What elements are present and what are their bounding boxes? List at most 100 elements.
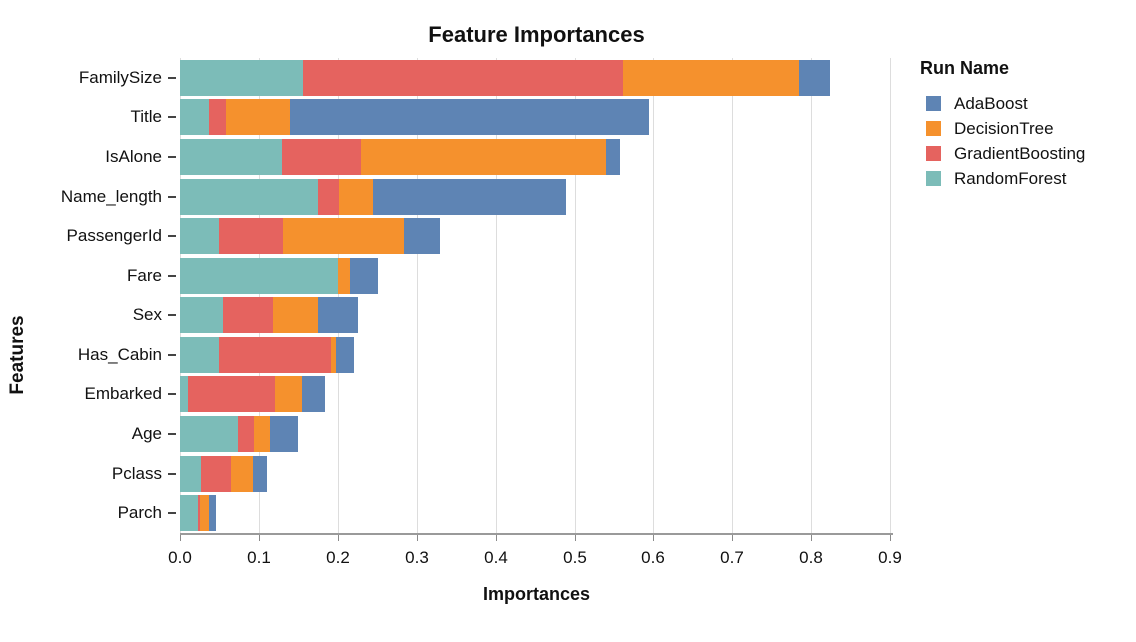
x-tick-label: 0.4: [484, 548, 508, 567]
bar-segment-AdaBoost: [606, 138, 621, 175]
bar-segment-AdaBoost: [253, 455, 267, 492]
bar-segment-AdaBoost: [350, 257, 379, 294]
y-tick: [168, 274, 176, 277]
gridline: [259, 58, 260, 533]
legend-item-RandomForest: RandomForest: [920, 166, 1130, 191]
y-tick-label: FamilySize: [78, 67, 162, 87]
x-tick-label: 0.0: [168, 548, 192, 567]
y-tick: [168, 155, 176, 158]
x-tick-label: 0.8: [799, 548, 823, 567]
bar-segment-GradientBoosting: [209, 99, 226, 136]
y-tick: [168, 235, 176, 238]
bar-segment-RandomForest: [180, 297, 223, 334]
x-tick: [890, 535, 891, 541]
legend-swatch: [926, 171, 941, 186]
bar-segment-GradientBoosting: [222, 297, 274, 334]
bar-segment-RandomForest: [180, 99, 210, 136]
bar-segment-DecisionTree: [282, 218, 405, 255]
x-tick-label: 0.7: [720, 548, 744, 567]
gridline: [180, 58, 181, 533]
y-tick: [168, 314, 176, 317]
bar-segment-RandomForest: [180, 138, 282, 175]
y-tick-label: Fare: [127, 265, 162, 285]
x-tick: [417, 535, 418, 541]
x-tick: [180, 535, 181, 541]
legend-item-DecisionTree: DecisionTree: [920, 116, 1130, 141]
bar-segment-GradientBoosting: [187, 376, 275, 413]
legend-item-GradientBoosting: GradientBoosting: [920, 141, 1130, 166]
y-tick-label: IsAlone: [105, 146, 162, 166]
y-tick-label: Age: [131, 424, 162, 444]
bar-segment-DecisionTree: [274, 376, 303, 413]
y-tick-label: Title: [130, 107, 163, 127]
bar-segment-DecisionTree: [225, 99, 291, 136]
legend-items: AdaBoost DecisionTree GradientBoosting Rand…: [920, 91, 1130, 191]
bar-segment-AdaBoost: [336, 336, 354, 373]
x-tick-label: 0.5: [563, 548, 587, 567]
bar-segment-DecisionTree: [361, 138, 607, 175]
bar-segment-DecisionTree: [622, 59, 800, 96]
x-tick: [259, 535, 260, 541]
x-axis-domain-line: [180, 533, 893, 535]
gridline: [575, 58, 576, 533]
bar-segment-GradientBoosting: [318, 178, 339, 215]
bar-segment-RandomForest: [180, 416, 238, 453]
legend-item-AdaBoost: AdaBoost: [920, 91, 1130, 116]
y-tick: [168, 512, 176, 515]
bar-segment-AdaBoost: [404, 218, 440, 255]
legend-swatch: [926, 121, 941, 136]
legend-title: Run Name: [920, 58, 1010, 78]
legend-swatch: [926, 96, 941, 111]
x-tick-label: 0.9: [878, 548, 902, 567]
gridline: [417, 58, 418, 533]
bar-segment-DecisionTree: [231, 455, 254, 492]
plot-area: [180, 58, 893, 533]
x-tick: [575, 535, 576, 541]
x-tick: [496, 535, 497, 541]
gridline: [732, 58, 733, 533]
bar-segment-AdaBoost: [302, 376, 326, 413]
y-tick: [168, 353, 176, 356]
x-tick: [338, 535, 339, 541]
bar-segment-RandomForest: [180, 455, 202, 492]
bar-segment-GradientBoosting: [281, 138, 362, 175]
x-tick-label: 0.3: [405, 548, 429, 567]
legend-swatch: [926, 146, 941, 161]
gridline: [653, 58, 654, 533]
bar-segment-DecisionTree: [338, 178, 373, 215]
bar-segment-AdaBoost: [269, 416, 298, 453]
bar-segment-RandomForest: [180, 336, 219, 373]
bar-segment-GradientBoosting: [237, 416, 255, 453]
y-tick: [168, 116, 176, 119]
y-tick: [168, 195, 176, 198]
bar-segment-DecisionTree: [337, 257, 351, 294]
chart-title: Feature Importances: [428, 22, 645, 47]
bar-segment-GradientBoosting: [201, 455, 232, 492]
gridline: [496, 58, 497, 533]
gridline: [811, 58, 812, 533]
bar-segment-AdaBoost: [372, 178, 566, 215]
bar-segment-RandomForest: [180, 495, 199, 532]
y-tick-label: PassengerId: [66, 226, 162, 246]
bar-segment-RandomForest: [180, 376, 188, 413]
bar-segment-AdaBoost: [209, 495, 217, 532]
x-tick-label: 0.2: [326, 548, 350, 567]
x-tick: [811, 535, 812, 541]
bar-segment-AdaBoost: [290, 99, 650, 136]
bar-segment-GradientBoosting: [219, 218, 283, 255]
y-tick-label: Sex: [132, 305, 162, 325]
bar-segment-GradientBoosting: [218, 336, 331, 373]
bar-segment-AdaBoost: [799, 59, 831, 96]
bar-segment-RandomForest: [180, 59, 304, 96]
x-axis-title: Importances: [482, 584, 591, 604]
bar-segment-GradientBoosting: [198, 495, 200, 532]
x-tick: [653, 535, 654, 541]
y-tick: [168, 76, 176, 79]
bar-segment-DecisionTree: [273, 297, 319, 334]
x-tick-label: 0.6: [641, 548, 665, 567]
y-tick-label: Pclass: [111, 463, 162, 483]
y-tick: [168, 433, 176, 436]
legend-label: DecisionTree: [954, 118, 1054, 138]
y-axis: Features FamilySize Title IsAlone Name_leng…: [0, 58, 178, 533]
bar-segment-DecisionTree: [330, 336, 337, 373]
